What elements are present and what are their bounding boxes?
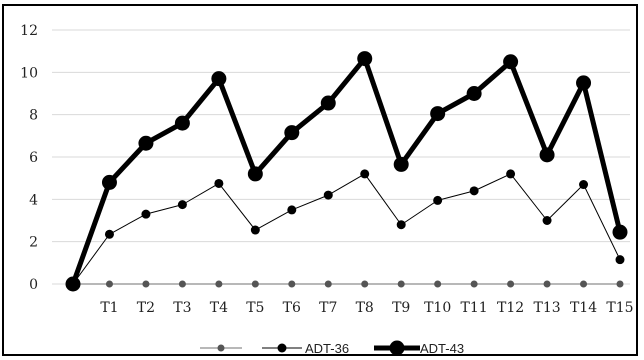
data-point bbox=[214, 178, 224, 188]
data-point bbox=[430, 106, 446, 122]
legend-marker bbox=[389, 340, 405, 356]
x-tick-label: T6 bbox=[283, 300, 301, 316]
data-point bbox=[211, 71, 227, 87]
series-2 bbox=[68, 169, 625, 289]
x-tick-label: T14 bbox=[570, 300, 597, 316]
legend-marker bbox=[217, 344, 225, 352]
series-3 bbox=[65, 51, 628, 292]
y-tick-label: 4 bbox=[29, 192, 38, 208]
data-point bbox=[323, 190, 333, 200]
data-point bbox=[287, 205, 297, 215]
legend: ADT-36 ADT-43 bbox=[200, 340, 464, 356]
data-point bbox=[506, 169, 516, 179]
data-point bbox=[177, 200, 187, 210]
data-point bbox=[616, 280, 624, 288]
data-point bbox=[288, 280, 296, 288]
data-point bbox=[141, 209, 151, 219]
data-point bbox=[251, 280, 259, 288]
x-tick-label: T4 bbox=[210, 300, 228, 316]
data-point bbox=[466, 86, 482, 101]
x-tick-label: T10 bbox=[424, 300, 451, 316]
y-tick-label: 12 bbox=[20, 23, 38, 39]
x-tick-label: T15 bbox=[606, 300, 633, 316]
x-tick-label: T2 bbox=[137, 300, 155, 316]
data-point bbox=[142, 280, 150, 288]
x-tick-label: T11 bbox=[461, 300, 488, 316]
data-point bbox=[361, 280, 369, 288]
x-tick-label: T13 bbox=[533, 300, 560, 316]
series-1 bbox=[69, 280, 624, 288]
x-tick-label: T5 bbox=[246, 300, 264, 316]
x-tick-label: T1 bbox=[100, 300, 118, 316]
data-point bbox=[178, 280, 186, 288]
y-axis-ticks: 0 2 4 6 8 10 12 bbox=[20, 23, 38, 293]
data-point bbox=[357, 51, 373, 67]
x-tick-label: T7 bbox=[319, 300, 337, 316]
data-point bbox=[174, 115, 190, 131]
data-point bbox=[215, 280, 223, 288]
data-point bbox=[138, 135, 154, 151]
data-point bbox=[396, 220, 406, 230]
data-point bbox=[324, 280, 332, 288]
data-point bbox=[612, 224, 628, 240]
data-point bbox=[469, 186, 479, 196]
legend-label: ADT-36 bbox=[305, 341, 349, 356]
data-point bbox=[247, 166, 263, 182]
data-point bbox=[104, 229, 114, 239]
data-point bbox=[579, 180, 589, 190]
x-axis-ticks: T1 T2 T3 T4 T5 T6 T7 T8 T9 T10 T11 T12 T13 T14 T15 bbox=[100, 300, 633, 316]
legend-marker bbox=[277, 343, 287, 353]
legend-item-1 bbox=[200, 344, 242, 352]
data-point bbox=[397, 280, 405, 288]
data-point bbox=[576, 75, 592, 91]
y-tick-label: 2 bbox=[29, 235, 38, 251]
y-tick-label: 0 bbox=[29, 277, 38, 293]
data-point bbox=[433, 195, 443, 205]
data-point bbox=[580, 280, 588, 288]
data-point bbox=[284, 125, 300, 141]
series-layer bbox=[65, 51, 628, 292]
x-tick-label: T3 bbox=[173, 300, 191, 316]
series-line bbox=[70, 56, 623, 285]
y-tick-label: 6 bbox=[29, 150, 38, 166]
data-point bbox=[543, 280, 551, 288]
data-point bbox=[539, 147, 555, 163]
data-point bbox=[470, 280, 478, 288]
series-line bbox=[72, 173, 621, 285]
legend-item-3: ADT-43 bbox=[374, 340, 464, 356]
data-point bbox=[101, 174, 117, 190]
y-tick-label: 10 bbox=[20, 65, 38, 81]
data-point bbox=[393, 156, 409, 172]
x-tick-label: T12 bbox=[497, 300, 524, 316]
legend-item-2: ADT-36 bbox=[262, 341, 349, 356]
x-tick-label: T9 bbox=[392, 300, 410, 316]
legend-label: ADT-43 bbox=[420, 341, 464, 356]
data-point bbox=[250, 225, 260, 235]
y-tick-label: 8 bbox=[29, 108, 38, 124]
data-point bbox=[615, 255, 625, 265]
data-point bbox=[542, 216, 552, 225]
data-point bbox=[65, 276, 81, 292]
data-point bbox=[105, 280, 113, 288]
data-point bbox=[507, 280, 515, 288]
data-point bbox=[434, 280, 442, 288]
data-point bbox=[360, 169, 370, 179]
data-point bbox=[503, 54, 519, 70]
data-point bbox=[320, 95, 336, 111]
x-tick-label: T8 bbox=[356, 300, 374, 316]
